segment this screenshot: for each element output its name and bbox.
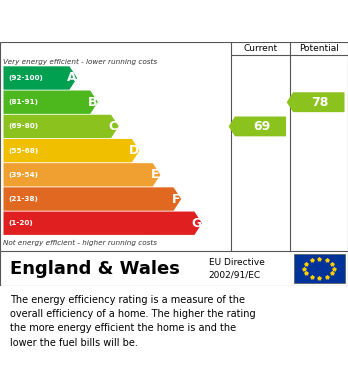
Polygon shape [3, 91, 98, 114]
Polygon shape [229, 117, 286, 136]
Text: B: B [88, 96, 97, 109]
Text: (55-68): (55-68) [9, 148, 39, 154]
Text: C: C [109, 120, 118, 133]
Text: (69-80): (69-80) [9, 124, 39, 129]
Text: E: E [151, 168, 159, 181]
Text: D: D [129, 144, 139, 157]
Polygon shape [3, 163, 160, 187]
Text: F: F [172, 192, 180, 206]
Text: 78: 78 [311, 96, 329, 109]
Text: England & Wales: England & Wales [10, 260, 180, 278]
Text: Energy Efficiency Rating: Energy Efficiency Rating [10, 17, 240, 35]
Text: G: G [191, 217, 202, 230]
Polygon shape [3, 212, 202, 235]
Text: Potential: Potential [299, 44, 339, 53]
Text: (39-54): (39-54) [9, 172, 39, 178]
Polygon shape [3, 187, 181, 211]
Text: (81-91): (81-91) [9, 99, 39, 105]
Polygon shape [3, 139, 140, 162]
Polygon shape [3, 115, 119, 138]
Text: (92-100): (92-100) [9, 75, 44, 81]
Text: Current: Current [243, 44, 278, 53]
Text: EU Directive
2002/91/EC: EU Directive 2002/91/EC [209, 258, 265, 279]
Text: (1-20): (1-20) [9, 220, 33, 226]
Polygon shape [287, 92, 345, 112]
Text: 69: 69 [253, 120, 270, 133]
Text: (21-38): (21-38) [9, 196, 39, 202]
Bar [294, 254, 345, 283]
Text: A: A [67, 72, 77, 84]
Text: Very energy efficient - lower running costs: Very energy efficient - lower running co… [3, 59, 158, 65]
Text: The energy efficiency rating is a measure of the
overall efficiency of a home. T: The energy efficiency rating is a measur… [10, 294, 256, 348]
Text: Not energy efficient - higher running costs: Not energy efficient - higher running co… [3, 240, 158, 246]
Polygon shape [3, 66, 77, 90]
